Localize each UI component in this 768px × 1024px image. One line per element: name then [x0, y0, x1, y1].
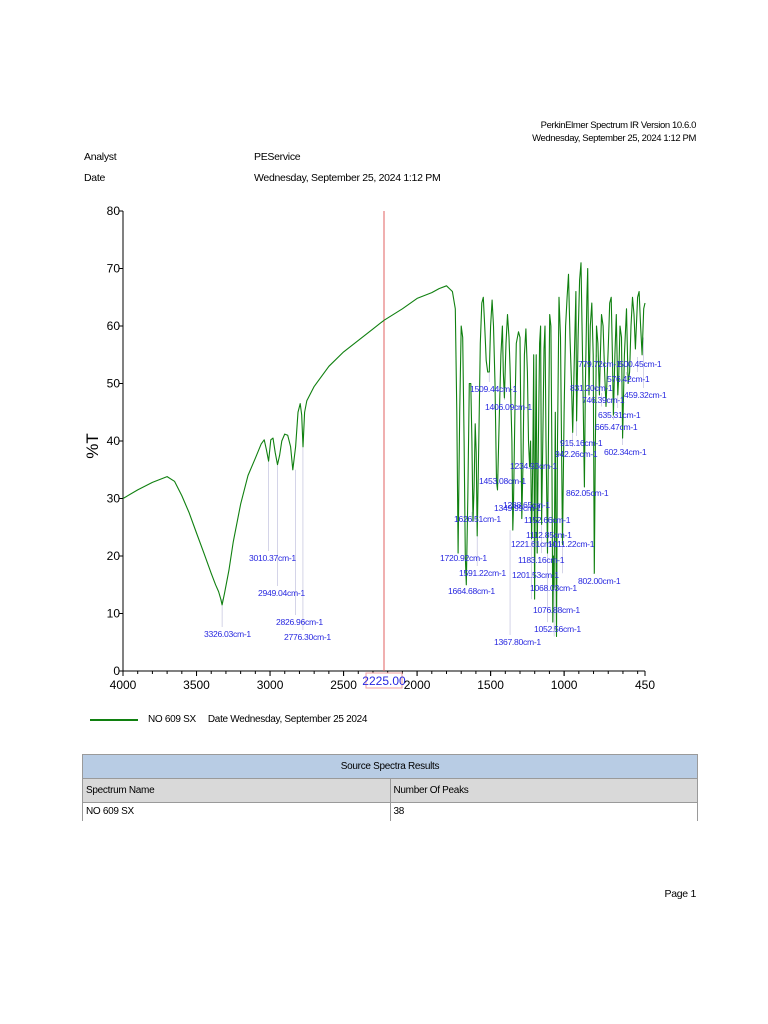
peak-label: 2949.04cm-1	[258, 588, 305, 598]
cursor-value-label: 2225.00	[362, 674, 406, 688]
x-tick-label: 1500	[477, 678, 504, 692]
x-tick-label: 1000	[551, 678, 578, 692]
software-version: PerkinElmer Spectrum IR Version 10.6.0	[540, 120, 697, 131]
y-axis-label: %T	[83, 433, 102, 459]
peak-label: 779.72cm-1	[578, 359, 621, 369]
y-tick-label: 10	[107, 607, 121, 621]
peak-label: 2826.96cm-1	[276, 617, 323, 627]
peak-label: 665.47cm-1	[595, 422, 638, 432]
spectrum-line	[122, 262, 646, 638]
y-tick-label: 40	[107, 434, 121, 448]
peak-label: 2776.30cm-1	[284, 632, 331, 642]
software-timestamp: Wednesday, September 25, 2024 1:12 PM	[532, 133, 696, 144]
x-tick-label: 4000	[110, 678, 137, 692]
peak-label: 1288.65cm-1	[503, 500, 550, 510]
peak-label: 942.26cm-1	[555, 449, 598, 459]
y-tick-label: 70	[107, 262, 121, 276]
x-axis-label: cm-1	[369, 698, 402, 700]
x-tick-label: 450	[635, 678, 655, 692]
peak-label: 802.00cm-1	[578, 576, 621, 586]
peak-label: 1011.22cm-1	[548, 539, 595, 549]
series-layer	[122, 262, 646, 638]
peak-label: 831.20cm-1	[570, 383, 613, 393]
x-tick-label: 3500	[183, 678, 210, 692]
analyst-label: Analyst	[84, 151, 117, 163]
peak-label: 1664.68cm-1	[448, 586, 495, 596]
number-of-peaks-cell: 38	[389, 802, 698, 821]
peak-label: 459.32cm-1	[624, 390, 667, 400]
peak-label: 3010.37cm-1	[249, 553, 296, 563]
column-header-number-of-peaks: Number Of Peaks	[389, 778, 698, 803]
peak-label: 576.42cm-1	[607, 374, 650, 384]
chart-legend: NO 609 SX Date Wednesday, September 25 2…	[90, 714, 367, 725]
peak-label: 635.31cm-1	[598, 410, 641, 420]
peak-label: 1152.66cm-1	[524, 515, 571, 525]
y-tick-label: 50	[107, 377, 121, 391]
legend-date: Date Wednesday, September 25 2024	[207, 714, 368, 725]
peak-label: 1406.09cm-1	[485, 402, 532, 412]
peak-label: 1052.56cm-1	[534, 624, 581, 634]
column-header-spectrum-name: Spectrum Name	[82, 778, 391, 803]
peak-label: 1183.16cm-1	[518, 555, 565, 565]
peak-label: 3326.03cm-1	[204, 629, 251, 639]
peak-label: 1453.08cm-1	[479, 476, 526, 486]
x-tick-label: 2000	[404, 678, 431, 692]
peak-label: 1076.88cm-1	[533, 605, 580, 615]
peak-label: 1509.44cm-1	[470, 384, 517, 394]
peak-label: 1349.99cm-1	[494, 503, 541, 513]
x-tick-label: 2500	[330, 678, 357, 692]
peak-label: 500.45cm-1	[619, 359, 662, 369]
results-table-title: Source Spectra Results	[82, 754, 698, 779]
analyst-value: PEService	[254, 151, 301, 163]
y-tick-label: 30	[107, 492, 121, 506]
y-tick-label: 80	[107, 204, 121, 218]
spectrum-name-cell: NO 609 SX	[82, 802, 391, 821]
date-label: Date	[84, 172, 105, 184]
y-tick-label: 0	[113, 664, 120, 678]
x-tick-label: 3000	[257, 678, 284, 692]
peak-label: 1591.22cm-1	[459, 568, 506, 578]
ir-spectrum-chart: 2225.00 0 10 20 30 40 50 60 70 80 4000 3500 3000 250…	[83, 204, 667, 700]
date-value: Wednesday, September 25, 2024 1:12 PM	[254, 172, 441, 184]
peak-label: 1068.03cm-1	[530, 583, 577, 593]
peak-label: 915.16cm-1	[560, 438, 603, 448]
peak-label: 1626.51cm-1	[454, 514, 501, 524]
chart-text: 0 10 20 30 40 50 60 70 80 4000 3500 3000 2500 2000 150…	[83, 204, 667, 700]
source-spectra-results-table: Source Spectra Results Spectrum Name Num…	[82, 754, 698, 821]
peak-label: 1367.80cm-1	[494, 637, 541, 647]
table-row: NO 609 SX 38	[82, 802, 698, 821]
peak-label: 602.34cm-1	[604, 447, 647, 457]
peak-label: 1234.93cm-1	[510, 461, 557, 471]
peak-label: 1201.53cm-1	[512, 570, 559, 580]
y-tick-label: 20	[107, 549, 121, 563]
legend-swatch	[90, 718, 138, 721]
cursor-box	[365, 672, 403, 689]
y-tick-label: 60	[107, 319, 121, 333]
legend-series-name: NO 609 SX	[148, 714, 196, 725]
peak-label: 862.05cm-1	[566, 488, 609, 498]
cursor-layer: 2225.00	[362, 211, 406, 689]
page-number: Page 1	[664, 888, 697, 900]
peak-label: 746.39cm-1	[582, 395, 625, 405]
peak-label: 1112.85cm-1	[526, 530, 572, 540]
peak-label: 1720.92cm-1	[440, 553, 487, 563]
peak-label: 1221.61cm-1	[511, 539, 558, 549]
